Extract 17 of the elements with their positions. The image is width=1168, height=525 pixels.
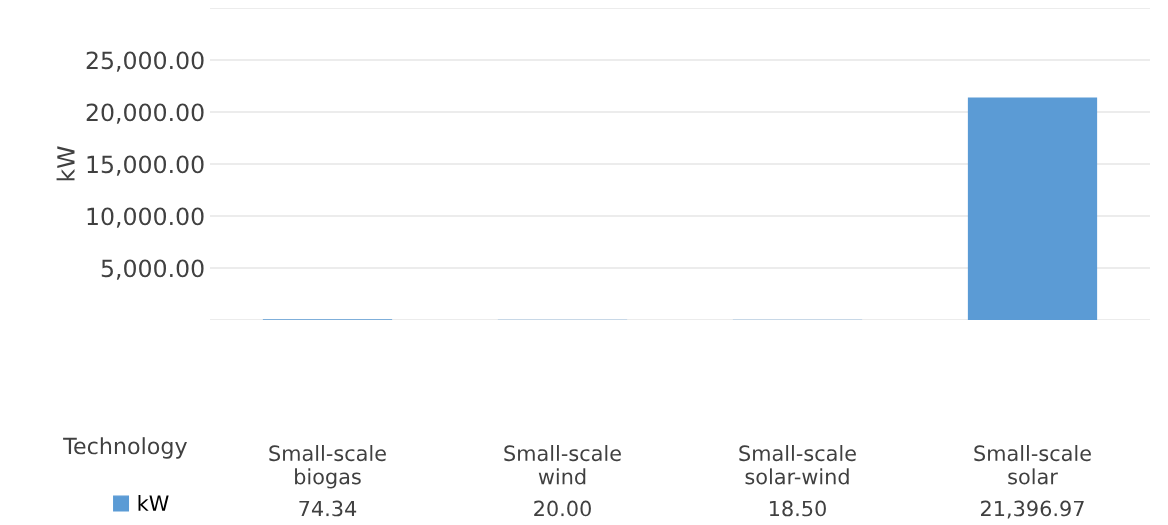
- data-label: 74.34: [299, 500, 357, 517]
- y-tick-label: 5,000.00: [101, 259, 204, 280]
- x-tick-label: Small-scale wind: [504, 445, 621, 485]
- y-tick-label: 20,000.00: [86, 103, 204, 124]
- data-label: 20.00: [534, 500, 591, 517]
- data-label: 18.50: [769, 500, 826, 517]
- legend-label: kW: [138, 494, 169, 511]
- x-axis-title: Technology: [63, 437, 187, 459]
- x-tick-label: Small-scale biogas: [269, 445, 386, 489]
- x-tick-label: Small-scale solar-wind: [739, 445, 856, 485]
- y-tick-label: 25,000.00: [86, 51, 204, 72]
- x-tick-label: Small-scale solar: [974, 445, 1091, 485]
- y-tick-label: 15,000.00: [87, 155, 204, 176]
- bar: [967, 97, 1098, 320]
- y-tick-label: 10,000.00: [87, 207, 204, 228]
- data-label: 21,396.97: [981, 500, 1084, 519]
- y-axis-title: kW: [56, 146, 75, 181]
